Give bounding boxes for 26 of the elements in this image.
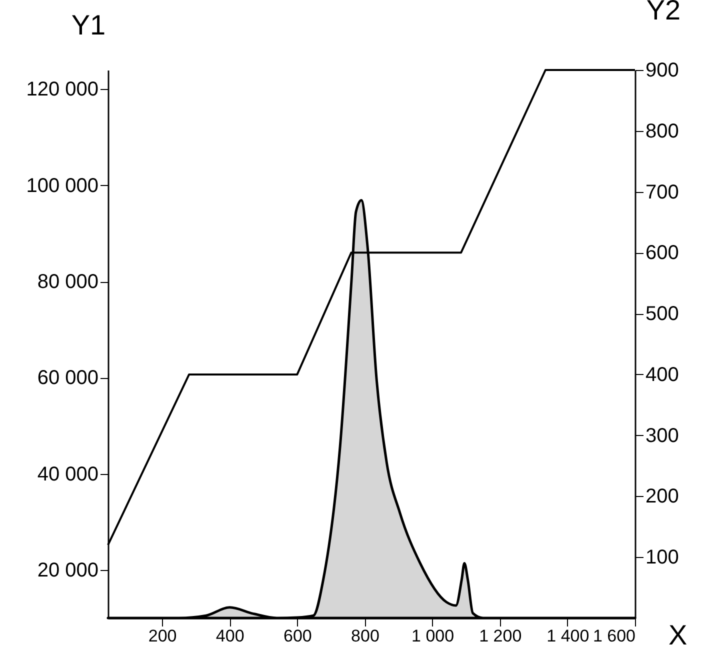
y-tick-label: 40 000: [37, 463, 98, 486]
y2-tick-label: 500: [646, 303, 679, 326]
y-tick-label: 20 000: [37, 559, 98, 582]
y2-axis-title: Y2: [646, 0, 681, 26]
y-tick-label: 120 000: [26, 78, 98, 101]
y-tick-label: 80 000: [37, 271, 98, 294]
x-tick-label: 1 200: [479, 626, 522, 646]
y2-tick-label: 100: [646, 546, 679, 569]
y2-tick-label: 800: [646, 120, 679, 142]
y2-tick-label: 700: [646, 181, 679, 204]
y-tick-label: 60 000: [37, 367, 98, 390]
x-tick-label: 800: [351, 626, 380, 646]
x-tick-label: 1 400: [546, 626, 590, 646]
x-tick-label: 600: [283, 626, 312, 646]
x-tick-label: 400: [216, 626, 244, 646]
y2-tick-label: 200: [646, 486, 679, 508]
y2-tick-label: 300: [646, 424, 679, 447]
y-tick-label: 100 000: [26, 174, 98, 197]
y-axis-title: Y1: [71, 10, 106, 40]
y2-tick-label: 600: [646, 242, 679, 264]
y2-tick-label: 900: [646, 60, 679, 82]
y2-tick-label: 400: [646, 364, 679, 386]
x-tick-label: 1 600: [592, 626, 636, 646]
x-axis-title: X: [668, 620, 688, 650]
x-tick-label: 200: [148, 626, 177, 646]
x-tick-label: 1 000: [412, 626, 454, 646]
